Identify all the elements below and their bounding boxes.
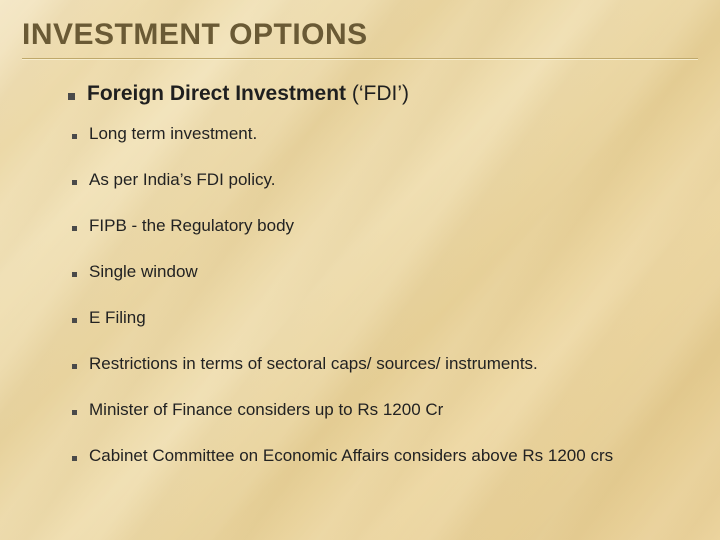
list-item: Cabinet Committee on Economic Affairs co…: [72, 446, 688, 466]
sub-bullet-text: FIPB - the Regulatory body: [89, 216, 294, 236]
square-bullet-icon: [72, 318, 77, 323]
list-item: E Filing: [72, 308, 688, 328]
square-bullet-icon: [68, 93, 75, 100]
slide-content: Foreign Direct Investment (‘FDI’) Long t…: [22, 60, 698, 466]
slide-title: INVESTMENT OPTIONS: [22, 18, 698, 52]
list-item: Restrictions in terms of sectoral caps/ …: [72, 354, 688, 374]
square-bullet-icon: [72, 134, 77, 139]
sub-bullet-text: As per India’s FDI policy.: [89, 170, 275, 190]
sub-bullet-text: Cabinet Committee on Economic Affairs co…: [89, 446, 613, 466]
main-bullet-text: Foreign Direct Investment (‘FDI’): [87, 82, 409, 106]
sub-bullet-text: Restrictions in terms of sectoral caps/ …: [89, 354, 538, 374]
square-bullet-icon: [72, 226, 77, 231]
square-bullet-icon: [72, 180, 77, 185]
square-bullet-icon: [72, 456, 77, 461]
list-item: Minister of Finance considers up to Rs 1…: [72, 400, 688, 420]
list-item: As per India’s FDI policy.: [72, 170, 688, 190]
square-bullet-icon: [72, 410, 77, 415]
main-bullet-rest: (‘FDI’): [346, 82, 409, 105]
sub-bullet-text: Single window: [89, 262, 198, 282]
slide: INVESTMENT OPTIONS Foreign Direct Invest…: [0, 0, 720, 540]
square-bullet-icon: [72, 272, 77, 277]
sub-bullet-text: Minister of Finance considers up to Rs 1…: [89, 400, 443, 420]
main-bullet-bold: Foreign Direct Investment: [87, 82, 346, 105]
sub-bullet-list: Long term investment. As per India’s FDI…: [68, 124, 688, 466]
main-bullet-item: Foreign Direct Investment (‘FDI’): [68, 82, 688, 106]
list-item: Long term investment.: [72, 124, 688, 144]
list-item: FIPB - the Regulatory body: [72, 216, 688, 236]
sub-bullet-text: E Filing: [89, 308, 146, 328]
sub-bullet-text: Long term investment.: [89, 124, 257, 144]
square-bullet-icon: [72, 364, 77, 369]
list-item: Single window: [72, 262, 688, 282]
